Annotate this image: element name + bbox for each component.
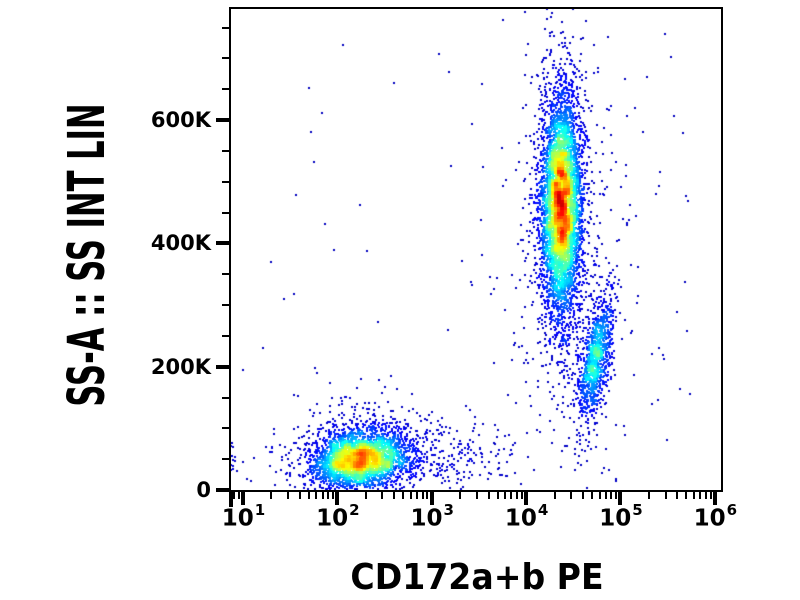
x-major-tick bbox=[712, 492, 717, 505]
x-tick-label: 106 bbox=[693, 501, 738, 532]
x-minor-tick bbox=[315, 492, 318, 499]
x-minor-tick bbox=[692, 492, 695, 499]
x-axis-origin-tick bbox=[229, 492, 233, 507]
y-minor-tick bbox=[222, 458, 229, 461]
y-minor-tick bbox=[222, 396, 229, 399]
x-minor-tick bbox=[321, 492, 324, 499]
y-minor-tick bbox=[222, 334, 229, 337]
x-major-tick bbox=[618, 492, 623, 505]
x-tick-label: 102 bbox=[316, 501, 360, 532]
x-minor-tick bbox=[685, 492, 688, 499]
y-tick-label: 0 bbox=[196, 478, 211, 502]
x-minor-tick bbox=[510, 492, 513, 499]
y-major-tick bbox=[216, 118, 229, 122]
y-minor-tick bbox=[222, 180, 229, 183]
x-minor-tick bbox=[232, 492, 235, 499]
x-minor-tick bbox=[604, 492, 607, 499]
x-minor-tick bbox=[416, 492, 419, 499]
scatter-density-canvas bbox=[231, 9, 721, 490]
x-minor-tick bbox=[709, 492, 712, 499]
x-tick-label: 104 bbox=[504, 501, 549, 532]
x-minor-tick bbox=[515, 492, 518, 499]
y-minor-tick bbox=[222, 427, 229, 430]
x-minor-tick bbox=[704, 492, 707, 499]
x-major-tick bbox=[335, 492, 340, 505]
x-minor-tick bbox=[307, 492, 310, 499]
y-minor-tick bbox=[222, 26, 229, 29]
x-minor-tick bbox=[504, 492, 507, 499]
x-axis-title: CD172a+b PE bbox=[350, 557, 604, 598]
x-minor-tick bbox=[459, 492, 462, 499]
x-minor-tick bbox=[647, 492, 650, 499]
x-minor-tick bbox=[570, 492, 573, 499]
y-minor-tick bbox=[222, 211, 229, 214]
x-minor-tick bbox=[393, 492, 396, 499]
x-tick-label: 103 bbox=[410, 501, 454, 532]
x-minor-tick bbox=[487, 492, 490, 499]
x-minor-tick bbox=[332, 492, 335, 499]
x-minor-tick bbox=[409, 492, 412, 499]
x-minor-tick bbox=[475, 492, 478, 499]
x-minor-tick bbox=[591, 492, 594, 499]
x-minor-tick bbox=[421, 492, 424, 499]
x-minor-tick bbox=[676, 492, 679, 499]
x-minor-tick bbox=[327, 492, 330, 499]
y-minor-tick bbox=[222, 88, 229, 91]
y-minor-tick bbox=[222, 57, 229, 60]
x-minor-tick bbox=[270, 492, 273, 499]
x-minor-tick bbox=[699, 492, 702, 499]
x-minor-tick bbox=[237, 492, 240, 499]
y-major-tick bbox=[216, 488, 229, 492]
x-minor-tick bbox=[615, 492, 618, 499]
y-minor-tick bbox=[222, 304, 229, 306]
x-major-tick bbox=[240, 492, 245, 505]
x-minor-tick bbox=[581, 492, 584, 499]
y-axis-title: SS-A :: SS INT LIN bbox=[58, 103, 117, 407]
x-minor-tick bbox=[426, 492, 429, 499]
x-minor-tick bbox=[381, 492, 384, 499]
x-major-tick bbox=[524, 492, 529, 505]
x-minor-tick bbox=[496, 492, 499, 499]
y-tick-label: 600K bbox=[150, 108, 211, 132]
x-minor-tick bbox=[364, 492, 367, 499]
x-minor-tick bbox=[287, 492, 289, 499]
x-minor-tick bbox=[610, 492, 613, 499]
x-minor-tick bbox=[402, 492, 405, 499]
x-minor-tick bbox=[598, 492, 601, 499]
y-minor-tick bbox=[222, 273, 229, 276]
y-tick-label: 200K bbox=[150, 354, 211, 379]
x-minor-tick bbox=[520, 492, 523, 499]
x-minor-tick bbox=[298, 492, 301, 499]
x-minor-tick bbox=[664, 492, 667, 499]
y-major-tick bbox=[216, 364, 229, 369]
x-minor-tick bbox=[553, 492, 556, 499]
y-minor-tick bbox=[222, 149, 229, 152]
y-major-tick bbox=[216, 241, 229, 246]
x-tick-label: 101 bbox=[221, 501, 266, 532]
x-major-tick bbox=[429, 492, 434, 505]
y-tick-label: 400K bbox=[150, 231, 211, 256]
x-tick-label: 105 bbox=[599, 501, 643, 532]
